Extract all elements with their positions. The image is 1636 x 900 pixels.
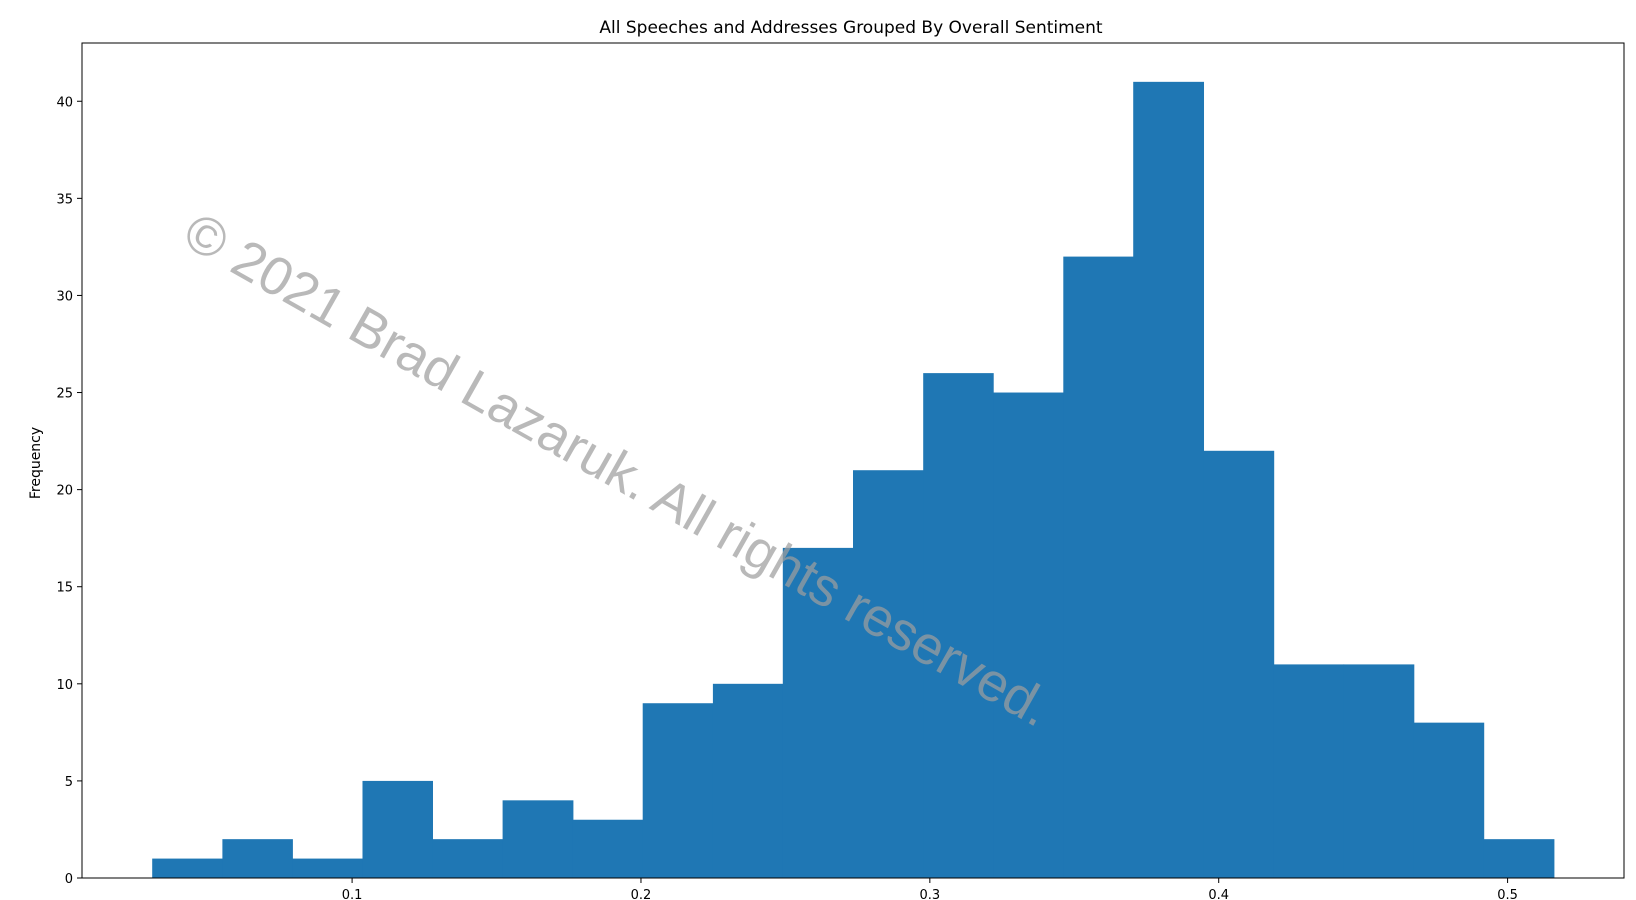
y-tick-label: 40 [56, 95, 73, 110]
x-tick-label: 0.3 [919, 888, 940, 900]
histogram-bar [292, 858, 364, 878]
histogram-bar [712, 683, 784, 878]
plot-frame [81, 42, 1625, 879]
bars-group [152, 81, 1555, 879]
histogram-bar [432, 839, 504, 878]
histogram-bar [782, 547, 854, 878]
histogram-bar [923, 373, 994, 878]
x-tick-label: 0.5 [1497, 888, 1518, 900]
y-tick-label: 10 [56, 678, 73, 693]
histogram-bar [1273, 664, 1345, 878]
y-tick-label: 35 [56, 192, 73, 207]
histogram-bar [572, 819, 644, 878]
histogram-bar [1483, 839, 1555, 878]
x-tick-label: 0.4 [1208, 888, 1229, 900]
histogram-bar [642, 703, 714, 878]
histogram-bar [853, 470, 924, 878]
histogram-bar [362, 780, 433, 878]
histogram-bar [152, 858, 223, 878]
histogram-bar [1063, 256, 1134, 879]
histogram-bar [502, 800, 574, 878]
y-tick-label: 25 [56, 387, 73, 402]
y-axis: 0 5 10 15 20 25 30 35 40 [56, 95, 82, 887]
x-axis: 0.1 0.2 0.3 0.4 0.5 [342, 878, 1518, 900]
y-axis-label: Frequency [28, 427, 44, 499]
histogram-bar [1203, 450, 1275, 878]
x-tick-label: 0.2 [631, 888, 652, 900]
chart-title: All Speeches and Addresses Grouped By Ov… [599, 18, 1103, 38]
histogram-bar [1413, 722, 1485, 878]
histogram-bar [1343, 664, 1415, 878]
x-tick-label: 0.1 [342, 888, 363, 900]
y-tick-label: 20 [56, 484, 73, 499]
y-tick-label: 30 [56, 289, 73, 304]
histogram-bar [222, 839, 293, 878]
y-tick-label: 5 [65, 775, 73, 790]
y-tick-label: 0 [65, 872, 73, 887]
histogram-bar [1133, 81, 1205, 879]
y-tick-label: 15 [56, 581, 73, 596]
histogram-bar [993, 392, 1064, 878]
